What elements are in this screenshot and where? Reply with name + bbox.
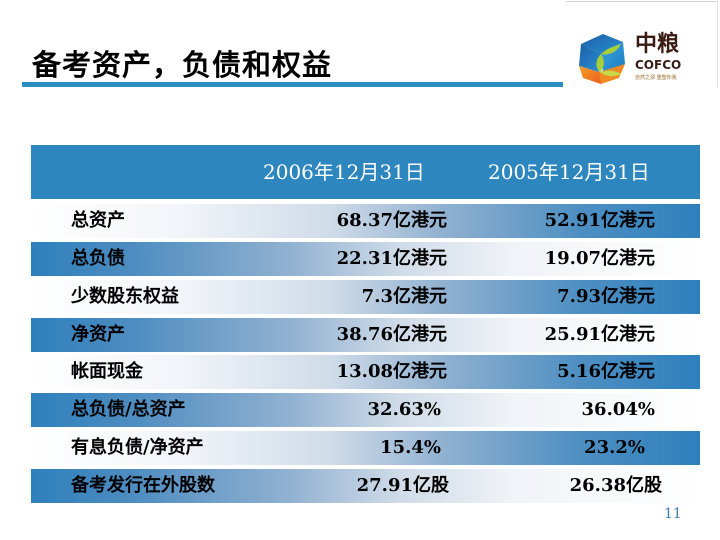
slide-title: 备考资产，负债和权益 [32,48,333,82]
column-header-2006: 2006年12月31日 [263,160,425,184]
row-label: 总负债/总资产 [71,399,186,420]
row-label: 少数股东权益 [71,286,179,307]
value-2005: 19.07亿港元 [544,248,655,269]
value-2006: 27.91亿股 [356,475,449,496]
table-row: 有息负债/净资产 15.4% 23.2% [31,431,700,465]
value-2006: 13.08亿港元 [336,361,447,382]
value-2006: 68.37亿港元 [336,210,447,231]
value-2005: 52.91亿港元 [544,210,655,231]
table-row: 少数股东权益 7.3亿港元 7.93亿港元 [31,280,700,314]
value-2006: 22.31亿港元 [336,248,447,269]
cofco-cube-logo-icon [579,34,625,84]
logo-name-cn: 中粮 [635,32,680,57]
cofco-logo: 中粮 COFCO 自然之源 重塑你我 [573,30,703,86]
row-label: 帐面现金 [71,361,143,382]
table-row: 总负债/总资产 32.63% 36.04% [31,393,700,427]
column-header-2005: 2005年12月31日 [488,160,650,184]
row-label: 净资产 [71,324,125,345]
title-underline [22,82,563,87]
row-label: 备考发行在外股数 [71,475,215,496]
value-2005: 23.2% [584,437,645,458]
table-row: 帐面现金 13.08亿港元 5.16亿港元 [31,355,700,389]
row-label: 有息负债/净资产 [71,437,204,458]
value-2006: 32.63% [367,399,441,420]
value-2005: 26.38亿股 [569,475,662,496]
logo-tagline: 自然之源 重塑你我 [635,75,677,81]
value-2005: 5.16亿港元 [557,361,655,382]
table-row: 备考发行在外股数 27.91亿股 26.38亿股 [31,469,700,503]
value-2006: 38.76亿港元 [336,324,447,345]
page-number: 11 [664,506,682,522]
table-row: 净资产 38.76亿港元 25.91亿港元 [31,318,700,352]
value-2005: 25.91亿港元 [544,324,655,345]
table-row: 总负债 22.31亿港元 19.07亿港元 [31,242,700,276]
row-label: 总负债 [71,248,125,269]
value-2006: 15.4% [380,437,441,458]
table-row: 总资产 68.37亿港元 52.91亿港元 [31,204,700,238]
row-label: 总资产 [71,210,125,231]
value-2006: 7.3亿港元 [361,286,447,307]
value-2005: 7.93亿港元 [557,286,655,307]
logo-frame [566,1,718,87]
table-header: 2006年12月31日 2005年12月31日 [31,145,700,199]
value-2005: 36.04% [581,399,655,420]
logo-name-en: COFCO [635,58,682,72]
